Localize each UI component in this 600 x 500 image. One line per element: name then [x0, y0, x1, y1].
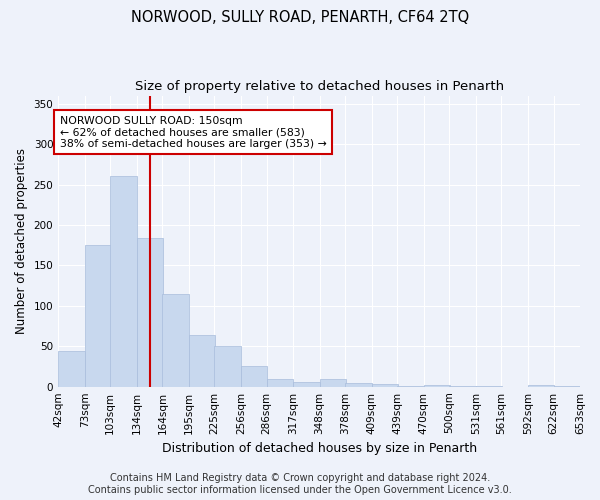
X-axis label: Distribution of detached houses by size in Penarth: Distribution of detached houses by size …: [161, 442, 476, 455]
Bar: [189, 335, 215, 386]
Bar: [163, 294, 189, 386]
Bar: [345, 382, 371, 386]
Bar: [241, 366, 268, 386]
Text: NORWOOD, SULLY ROAD, PENARTH, CF64 2TQ: NORWOOD, SULLY ROAD, PENARTH, CF64 2TQ: [131, 10, 469, 25]
Bar: [214, 346, 241, 387]
Bar: [371, 384, 398, 386]
Title: Size of property relative to detached houses in Penarth: Size of property relative to detached ho…: [134, 80, 503, 93]
Bar: [58, 351, 85, 386]
Bar: [293, 382, 320, 386]
Bar: [424, 385, 450, 386]
Bar: [266, 380, 293, 386]
Bar: [137, 238, 163, 386]
Bar: [320, 380, 346, 386]
Text: NORWOOD SULLY ROAD: 150sqm
← 62% of detached houses are smaller (583)
38% of sem: NORWOOD SULLY ROAD: 150sqm ← 62% of deta…: [60, 116, 326, 149]
Y-axis label: Number of detached properties: Number of detached properties: [15, 148, 28, 334]
Bar: [85, 245, 111, 386]
Bar: [528, 385, 554, 386]
Text: Contains HM Land Registry data © Crown copyright and database right 2024.
Contai: Contains HM Land Registry data © Crown c…: [88, 474, 512, 495]
Bar: [110, 176, 137, 386]
